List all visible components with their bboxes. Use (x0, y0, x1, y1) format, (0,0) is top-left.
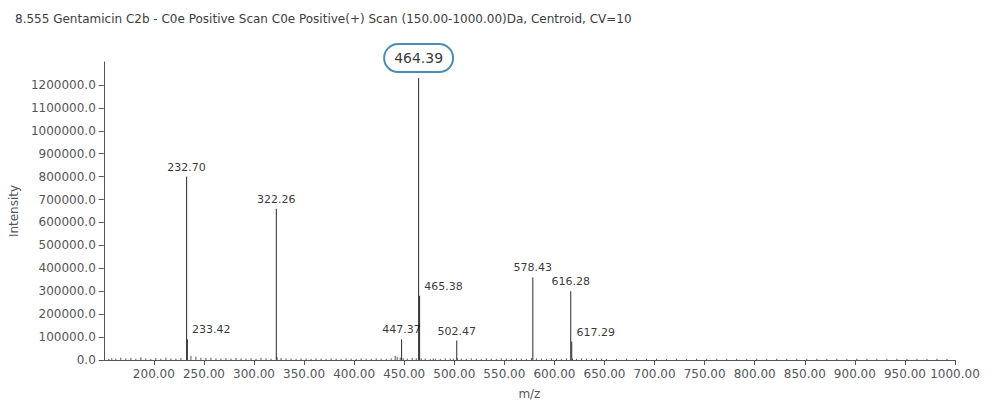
svg-text:200000.0: 200000.0 (39, 307, 96, 321)
svg-text:550.00: 550.00 (483, 367, 525, 381)
svg-text:800000.0: 800000.0 (39, 170, 96, 184)
svg-text:233.42: 233.42 (192, 323, 231, 336)
svg-text:850.00: 850.00 (784, 367, 826, 381)
svg-text:1000.00: 1000.00 (930, 367, 980, 381)
svg-text:1000000.0: 1000000.0 (31, 124, 96, 138)
svg-text:300000.0: 300000.0 (39, 284, 96, 298)
svg-text:100000.0: 100000.0 (39, 330, 96, 344)
svg-text:578.43: 578.43 (514, 261, 553, 274)
svg-text:447.37: 447.37 (382, 323, 421, 336)
svg-text:750.00: 750.00 (684, 367, 726, 381)
svg-text:0.0: 0.0 (77, 353, 96, 367)
svg-text:500000.0: 500000.0 (39, 238, 96, 252)
svg-text:1100000.0: 1100000.0 (31, 101, 96, 115)
svg-text:502.47: 502.47 (438, 325, 477, 338)
svg-text:900000.0: 900000.0 (39, 147, 96, 161)
svg-text:616.28: 616.28 (551, 275, 590, 288)
svg-text:1200000.0: 1200000.0 (31, 78, 96, 92)
svg-text:464.39: 464.39 (394, 50, 443, 66)
svg-text:m/z: m/z (518, 387, 540, 401)
svg-text:350.00: 350.00 (283, 367, 325, 381)
svg-text:950.00: 950.00 (884, 367, 926, 381)
svg-text:800.00: 800.00 (734, 367, 776, 381)
svg-text:322.26: 322.26 (257, 193, 296, 206)
svg-text:465.38: 465.38 (424, 280, 463, 293)
svg-text:450.00: 450.00 (383, 367, 425, 381)
svg-text:600.00: 600.00 (533, 367, 575, 381)
svg-text:Intensity: Intensity (7, 185, 21, 237)
svg-text:700000.0: 700000.0 (39, 193, 96, 207)
svg-text:600000.0: 600000.0 (39, 215, 96, 229)
svg-text:250.00: 250.00 (183, 367, 225, 381)
svg-text:700.00: 700.00 (634, 367, 676, 381)
svg-text:400.00: 400.00 (333, 367, 375, 381)
svg-text:400000.0: 400000.0 (39, 261, 96, 275)
svg-text:500.00: 500.00 (433, 367, 475, 381)
svg-text:200.00: 200.00 (133, 367, 175, 381)
svg-text:650.00: 650.00 (584, 367, 626, 381)
svg-text:300.00: 300.00 (233, 367, 275, 381)
svg-text:8.555 Gentamicin C2b - C0e Pos: 8.555 Gentamicin C2b - C0e Positive Scan… (15, 12, 632, 26)
svg-text:617.29: 617.29 (576, 326, 615, 339)
svg-text:232.70: 232.70 (167, 161, 206, 174)
svg-text:900.00: 900.00 (834, 367, 876, 381)
